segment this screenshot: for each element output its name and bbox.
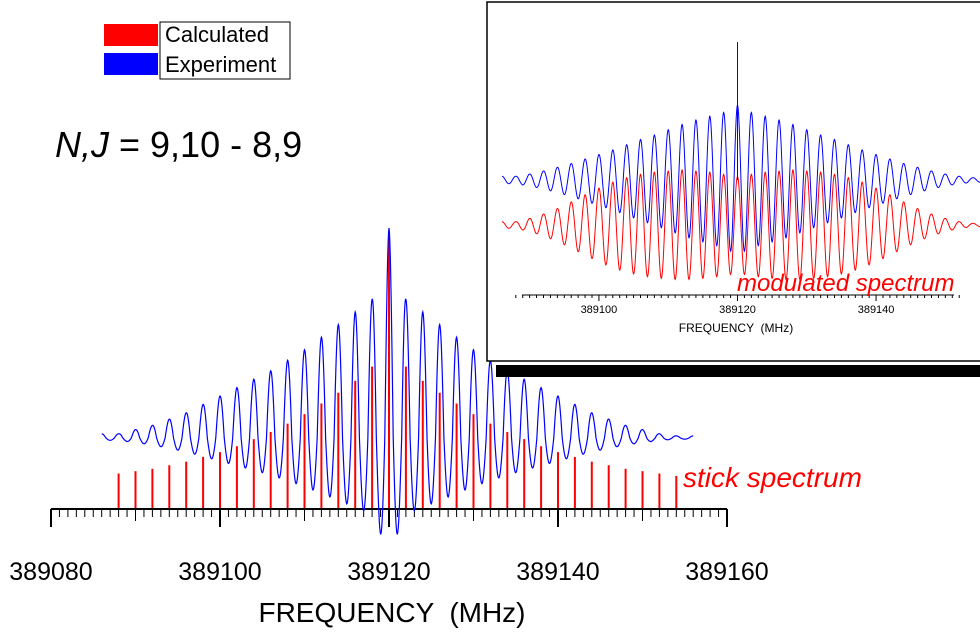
inset-x-axis-title: FREQUENCY (MHz) (679, 321, 793, 335)
inset-panel: 389100 389120 389140 modulated spectrum FR… (486, 1, 980, 377)
transition-label-quantum-numbers: N,J (55, 124, 110, 165)
inset-x-tick-label: 389140 (858, 304, 895, 316)
transition-label: N,J = 9,10 - 8,9 (55, 124, 302, 165)
legend-label-calculated: Calculated (165, 22, 269, 47)
main-x-tick-label: 389100 (178, 558, 261, 586)
legend-swatch-experiment (104, 53, 158, 75)
inset-x-tick-label: 389120 (719, 304, 756, 316)
main-x-tick-label: 389080 (9, 558, 92, 586)
main-x-axis-title: FREQUENCY (MHz) (258, 597, 525, 628)
main-spectrum-panel: 389080 389100 389120 389140 389160 (9, 227, 769, 586)
inset-plot-area: 389100 389120 389140 (501, 42, 980, 316)
main-x-tick-label: 389160 (685, 558, 768, 586)
inset-x-tick-label: 389100 (581, 304, 618, 316)
transition-label-values: = 9,10 - 8,9 (109, 124, 302, 165)
main-x-tick-label: 389140 (516, 558, 599, 586)
main-x-tick-label: 389120 (347, 558, 430, 586)
experiment-trace (101, 227, 694, 535)
inset-shadow (496, 365, 980, 377)
modulated-spectrum-annotation: modulated spectrum (737, 270, 954, 297)
legend-label-experiment: Experiment (165, 52, 276, 77)
inset-calculated-trace (501, 168, 980, 281)
legend-swatch-calculated (104, 24, 158, 46)
legend: Calculated Experiment (104, 21, 291, 80)
inset-experiment-trace (501, 103, 980, 253)
stick-spectrum-annotation: stick spectrum (683, 462, 862, 493)
legend-box (159, 21, 291, 80)
